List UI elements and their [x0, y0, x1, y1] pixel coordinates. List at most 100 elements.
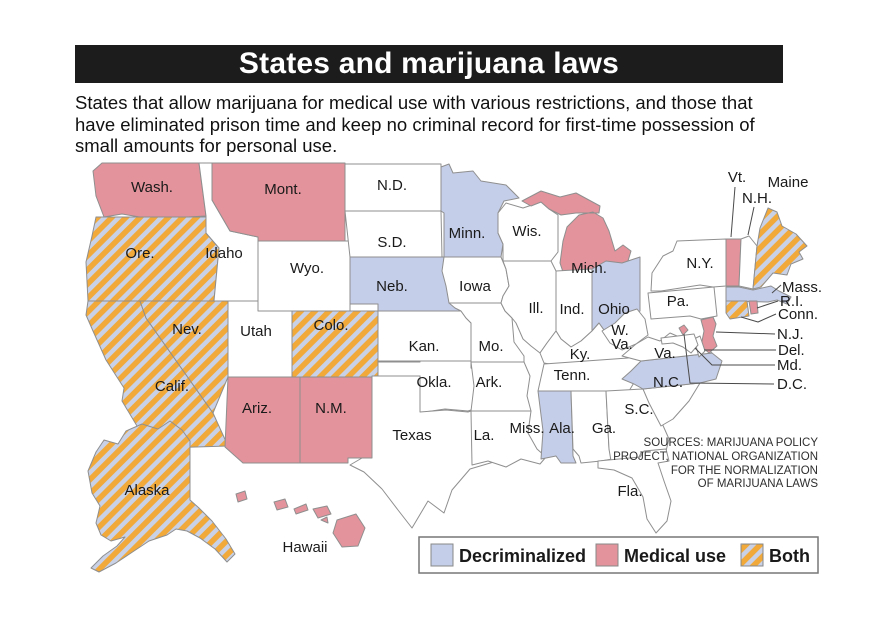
sources: SOURCES: MARIJUANA POLICY PROJECT, NATIO… [578, 437, 818, 492]
state-label-conn: Conn. [778, 306, 818, 323]
state-label-neb: Neb. [376, 278, 408, 295]
state-vermont [725, 238, 742, 287]
leader-nh [747, 206, 755, 236]
state-label-ohio: Ohio [598, 301, 630, 318]
leader-mass [771, 284, 782, 294]
sources-line: OF MARIJUANA LAWS [697, 478, 818, 491]
state-label-ala: Ala. [549, 420, 575, 437]
state-nevada [139, 300, 229, 414]
state-label-wva-1: W. [611, 322, 629, 339]
state-label-la: La. [474, 427, 495, 444]
state-label-nm: N.M. [315, 400, 347, 417]
subtitle: States that allow marijuana for medical … [75, 92, 805, 157]
state-label-ky: Ky. [570, 346, 591, 363]
state-maine [752, 207, 808, 290]
state-montana [211, 162, 346, 242]
state-florida [597, 448, 672, 534]
state-minnesota [440, 163, 520, 258]
leader-lines [683, 186, 782, 385]
state-label-fla: Fla. [617, 483, 642, 500]
state-label-alaska: Alaska [124, 482, 170, 499]
state-label-sd: S.D. [377, 234, 406, 251]
state-label-wis: Wis. [512, 223, 541, 240]
state-label-ind: Ind. [559, 301, 584, 318]
state-label-ore: Ore. [125, 245, 154, 262]
state-label-okla: Okla. [416, 374, 451, 391]
state-label-calif: Calif. [155, 378, 189, 395]
state-label-wash: Wash. [131, 179, 173, 196]
state-arizona [224, 376, 301, 464]
state-dc [678, 324, 689, 336]
state-michigan [521, 190, 632, 285]
legend: Decriminalized Medical use Both [418, 536, 819, 574]
state-label-wyo: Wyo. [290, 260, 324, 277]
state-label-texas: Texas [392, 427, 431, 444]
state-label-miss: Miss. [510, 420, 545, 437]
leader-nj [715, 331, 776, 335]
state-maryland [660, 333, 699, 354]
state-label-mo: Mo. [478, 338, 503, 355]
state-labels: Wash. Ore. Calif. Nev. Idaho Mont. Wyo. … [124, 169, 808, 556]
state-label-nev: Nev. [172, 321, 202, 338]
state-alaska [87, 420, 236, 573]
state-label-wva-2: Va. [611, 336, 632, 353]
state-label-minn: Minn. [449, 225, 486, 242]
state-label-nc: N.C. [653, 374, 683, 391]
leader-md [694, 347, 775, 366]
state-west-virginia [601, 308, 649, 351]
state-label-mass: Mass. [782, 279, 822, 296]
state-label-idaho: Idaho [205, 245, 243, 262]
state-texas [349, 375, 500, 529]
leader-ri [756, 300, 779, 309]
state-arkansas [470, 361, 532, 412]
state-label-ri: R.I. [780, 293, 803, 310]
sources-line: PROJECT, NATIONAL ORGANIZATION [613, 450, 818, 463]
subtitle-line: have eliminated prison time and keep no … [75, 113, 755, 135]
state-label-del: Del. [778, 342, 805, 359]
state-label-ny: N.Y. [686, 255, 713, 272]
callout-labels: Mass. R.I. Conn. N.J. Del. Md. D.C. [777, 279, 822, 393]
state-north-carolina [621, 352, 723, 390]
legend-label-both: Both [769, 546, 810, 566]
sources-line: SOURCES: MARIJUANA POLICY [643, 437, 818, 449]
legend-swatch-medical [595, 543, 619, 567]
subtitle-line: small amounts for personal use. [75, 135, 338, 156]
state-label-colo: Colo. [313, 317, 348, 334]
state-label-tenn: Tenn. [554, 367, 591, 384]
state-label-ga: Ga. [592, 420, 616, 437]
legend-swatch-both [740, 543, 764, 567]
leader-conn [740, 313, 777, 323]
state-label-iowa: Iowa [459, 278, 491, 295]
state-label-nd: N.D. [377, 177, 407, 194]
state-label-mich: Mich. [571, 260, 607, 277]
state-label-ark: Ark. [476, 374, 503, 391]
state-label-md: Md. [777, 357, 802, 374]
state-label-sc: S.C. [624, 401, 653, 418]
state-label-maine: Maine [768, 174, 809, 191]
state-wisconsin [497, 201, 559, 262]
leader-vt [730, 186, 736, 238]
state-label-ariz: Ariz. [242, 400, 272, 417]
state-label-vt: Vt. [728, 169, 746, 186]
state-connecticut [725, 300, 750, 320]
legend-label-decriminalized: Decriminalized [459, 546, 586, 566]
state-label-nj: N.J. [777, 326, 804, 343]
state-label-dc: D.C. [777, 376, 807, 393]
legend-swatch-decriminalized [430, 543, 454, 567]
sources-line: FOR THE NORMALIZATION [670, 464, 818, 477]
state-label-hawaii: Hawaii [282, 539, 327, 556]
state-louisiana [470, 410, 547, 468]
state-label-mont: Mont. [264, 181, 302, 198]
state-hawaii [235, 490, 366, 548]
state-label-ill: Ill. [529, 300, 544, 317]
states-layer [85, 162, 808, 573]
legend-label-medical: Medical use [624, 546, 726, 566]
state-label-pa: Pa. [667, 293, 690, 310]
state-new-mexico [299, 376, 373, 464]
state-label-nh: N.H. [742, 190, 772, 207]
leader-dc [683, 333, 775, 385]
subtitle-line: States that allow marijuana for medical … [75, 92, 753, 113]
state-label-kan: Kan. [409, 338, 440, 355]
